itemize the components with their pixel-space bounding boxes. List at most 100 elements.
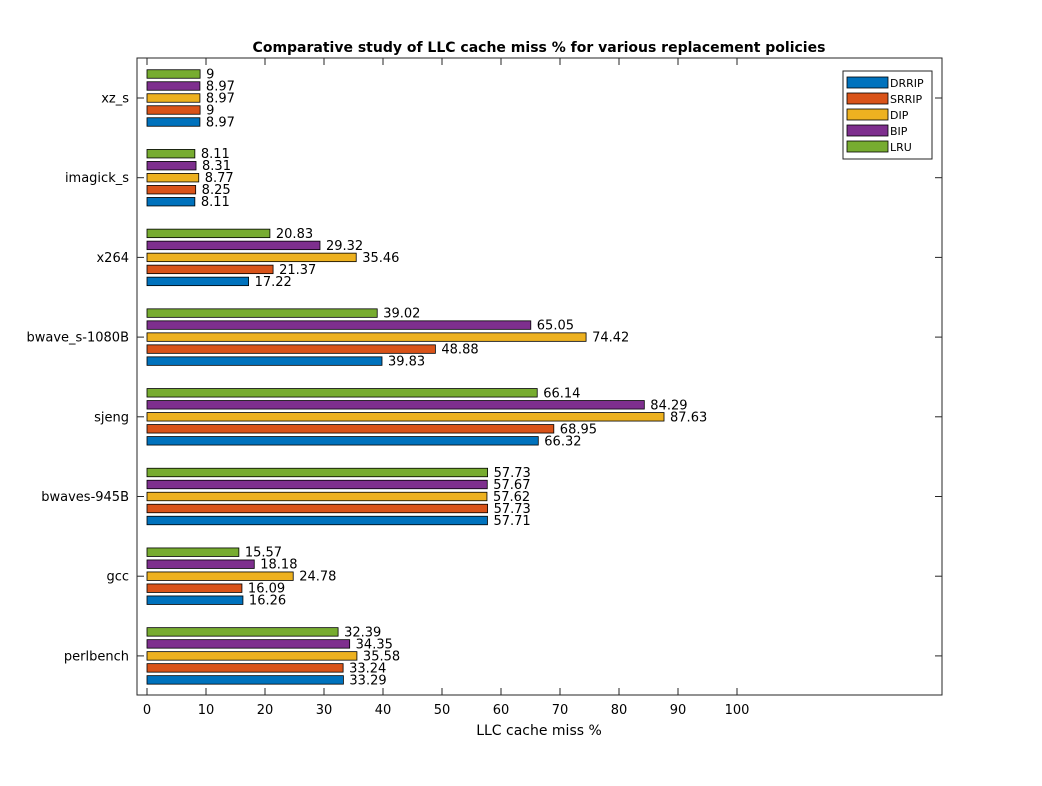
bar-value-label: 20.83 [276, 227, 313, 242]
bar-value-label: 24.78 [299, 570, 336, 585]
bar-value-label: 57.71 [493, 514, 530, 529]
bar-value-label: 39.02 [383, 307, 420, 322]
legend-label: DIP [890, 109, 909, 122]
bar-value-label: 35.58 [363, 649, 400, 664]
legend-swatch-lru [846, 140, 889, 153]
x-tick-label: 80 [611, 703, 628, 718]
bar-bip-bwave_s-1080b [146, 320, 532, 330]
bar-bip-xz_s [146, 81, 201, 91]
legend-swatch-dip [846, 108, 889, 121]
bar-srrip-perlbench [146, 663, 344, 673]
bar-value-label: 32.39 [344, 625, 381, 640]
bar-value-label: 35.46 [362, 251, 399, 266]
bar-bip-perlbench [146, 639, 351, 649]
bar-drrip-perlbench [146, 675, 344, 685]
x-tick-label: 70 [552, 703, 569, 718]
bar-drrip-imagick_s [146, 197, 196, 207]
legend-swatch-bip [846, 124, 889, 137]
category-label: bwave_s-1080B [26, 331, 129, 346]
bar-value-label: 68.95 [560, 422, 597, 437]
x-tick-label: 0 [143, 703, 151, 718]
category-label: x264 [96, 251, 129, 266]
bar-dip-bwaves-945b [146, 491, 488, 502]
bar-drrip-gcc [146, 595, 244, 605]
bar-value-label: 39.83 [388, 355, 425, 370]
bar-bip-x264 [146, 240, 321, 251]
bar-value-label: 16.09 [248, 582, 285, 597]
category-label: perlbench [64, 649, 129, 664]
bar-value-label: 8.97 [206, 92, 235, 107]
x-tick-label: 10 [198, 703, 215, 718]
bar-value-label: 74.42 [592, 331, 629, 346]
bar-value-label: 29.32 [326, 239, 363, 254]
bar-value-label: 33.29 [349, 673, 386, 688]
bar-srrip-bwave_s-1080b [146, 344, 436, 354]
bar-dip-imagick_s [146, 173, 200, 183]
x-tick-label: 50 [434, 703, 451, 718]
bar-value-label: 57.67 [493, 478, 530, 493]
legend-label: LRU [890, 141, 912, 154]
bar-drrip-bwave_s-1080b [146, 356, 383, 366]
bar-value-label: 34.35 [356, 637, 393, 652]
category-label: imagick_s [65, 171, 129, 186]
x-axis-label: LLC cache miss % [476, 723, 602, 739]
bar-value-label: 48.88 [441, 343, 478, 358]
bar-bip-bwaves-945b [146, 479, 488, 490]
bar-srrip-x264 [146, 264, 274, 275]
bar-value-label: 8.25 [202, 183, 231, 198]
x-tick-label: 30 [316, 703, 333, 718]
bar-value-label: 8.77 [205, 171, 234, 186]
bar-value-label: 87.63 [670, 410, 707, 425]
bar-bip-sjeng [146, 400, 645, 410]
bar-value-label: 8.97 [206, 80, 235, 95]
bar-lru-imagick_s [146, 149, 196, 159]
category-label: sjeng [94, 410, 129, 425]
legend-swatch-srrip [846, 92, 889, 105]
bar-srrip-gcc [146, 583, 243, 593]
bar-value-label: 57.62 [493, 490, 530, 505]
x-tick-label: 20 [257, 703, 274, 718]
bar-bip-gcc [146, 559, 255, 569]
bar-value-label: 84.29 [650, 398, 687, 413]
bar-lru-bwave_s-1080b [146, 308, 378, 318]
bar-drrip-xz_s [146, 117, 201, 127]
x-tick-label: 60 [493, 703, 510, 718]
bar-value-label: 16.26 [249, 594, 286, 609]
bar-lru-xz_s [146, 69, 201, 79]
bar-value-label: 66.32 [544, 434, 581, 449]
ticks-layer: 0 10 20 30 40 50 60 70 80 90 100 perlbench gcc bwaves… [26, 58, 942, 718]
bar-dip-perlbench [146, 651, 358, 661]
legend-label: BIP [890, 125, 908, 138]
bar-value-label: 17.22 [255, 275, 292, 290]
x-tick-label: 90 [670, 703, 687, 718]
bar-lru-x264 [146, 228, 271, 239]
bar-value-label: 9 [206, 104, 214, 119]
bar-bip-imagick_s [146, 161, 197, 171]
bar-value-label: 65.05 [537, 319, 574, 334]
x-tick-label: 40 [375, 703, 392, 718]
bar-lru-perlbench [146, 627, 339, 637]
bar-lru-sjeng [146, 388, 538, 398]
bar-srrip-bwaves-945b [146, 503, 489, 514]
category-label: xz_s [101, 92, 129, 107]
bar-lru-bwaves-945b [146, 467, 489, 478]
bar-value-label: 8.97 [206, 116, 235, 131]
bar-value-label: 8.11 [201, 195, 230, 210]
bar-dip-x264 [146, 252, 357, 263]
bar-srrip-imagick_s [146, 185, 197, 195]
bar-value-label: 33.24 [349, 661, 386, 676]
legend-swatch-drrip [846, 76, 889, 89]
chart-title: Comparative study of LLC cache miss % fo… [253, 40, 826, 56]
bar-value-label: 15.57 [245, 546, 282, 561]
bar-value-label: 8.31 [202, 159, 231, 174]
bar-value-label: 66.14 [543, 386, 580, 401]
bar-drrip-sjeng [146, 436, 539, 446]
legend: DRRIP SRRIP DIP BIP LRU [842, 70, 933, 160]
bar-dip-bwave_s-1080b [146, 332, 587, 342]
bar-srrip-xz_s [146, 105, 201, 115]
bar-value-label: 18.18 [260, 558, 297, 573]
x-tick-label: 100 [725, 703, 750, 718]
